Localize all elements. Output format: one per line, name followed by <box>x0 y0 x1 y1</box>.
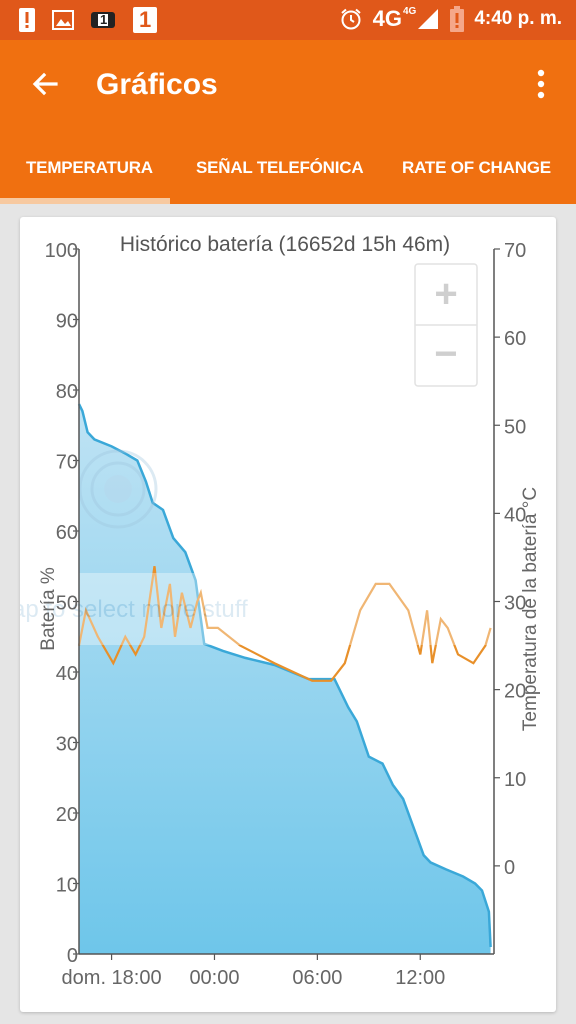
overflow-menu-icon[interactable] <box>526 68 556 102</box>
chart-card: Tap to select more stuff 0 10 20 30 40 50 60 70… <box>0 217 576 1012</box>
y-tick-label-right: 10 <box>504 769 526 791</box>
chart-title: Histórico batería (16652d 15h 46m) <box>120 233 450 256</box>
tab-senal-telefonica[interactable]: SEÑAL TELEFÓNICA <box>196 158 364 177</box>
status-left-icons: 1 1 <box>18 6 158 34</box>
battery-area <box>79 404 491 955</box>
alert-notification-icon <box>18 7 36 33</box>
status-time: 4:40 p. m. <box>474 8 562 29</box>
y-tick-label-right: 40 <box>504 504 526 526</box>
y-tick-label-right: 30 <box>504 593 526 615</box>
image-notification-icon <box>52 9 74 31</box>
zoom-in-button[interactable]: + <box>416 265 476 324</box>
zoom-controls: + − <box>414 263 478 387</box>
tab-bar: TEMPERATURA SEÑAL TELEFÓNICA RATE OF CHA… <box>0 132 576 204</box>
y-tick-label-left: 20 <box>56 804 78 826</box>
back-arrow-icon[interactable] <box>26 64 66 104</box>
y-tick-label-right: 70 <box>504 240 526 262</box>
temperature-series-line <box>77 566 492 682</box>
y-tick-label-left: 60 <box>56 522 78 544</box>
y-tick-label-left: 0 <box>67 945 78 967</box>
y-axis-label-left: Batería % <box>38 567 59 651</box>
notification-badge: 1 <box>139 7 152 32</box>
battery-history-chart[interactable]: Tap to select more stuff 0 10 20 30 40 50 60 70… <box>0 217 576 1012</box>
zoom-out-button[interactable]: − <box>416 326 476 385</box>
y-axis-label-right: Temperatura de la batería °C <box>520 487 541 731</box>
watermark-text: Tap to select more stuff <box>20 596 248 623</box>
active-tab-indicator <box>0 198 170 204</box>
y-tick-label-left: 30 <box>56 734 78 756</box>
x-tick-label: 12:00 <box>395 967 445 989</box>
x-tick-label: 06:00 <box>292 967 342 989</box>
y-tick-label-left: 70 <box>56 452 78 474</box>
app-bar: Gráficos <box>0 40 576 132</box>
sim-badge: 1 <box>100 12 108 27</box>
y-tick-label-left: 50 <box>56 593 78 615</box>
network-type: 4G 4G <box>372 6 417 31</box>
y-tick-label-left: 100 <box>45 240 78 262</box>
alarm-icon <box>339 7 363 31</box>
y-tick-label-left: 40 <box>56 663 78 685</box>
badge-notification-icon: 1 <box>132 6 158 34</box>
zoom-out-icon: − <box>434 332 457 376</box>
y-tick-label-left: 80 <box>56 381 78 403</box>
battery-icon <box>450 6 465 32</box>
sim-notification-icon: 1 <box>90 10 116 30</box>
x-tick-label: 00:00 <box>189 967 239 989</box>
signal-icon <box>416 7 440 31</box>
tap-watermark: Tap to select more stuff <box>0 449 576 645</box>
y-tick-label-right: 50 <box>504 416 526 438</box>
status-right-icons: 4G 4G 4:40 p. m. <box>339 6 562 32</box>
y-tick-label-right: 60 <box>504 328 526 350</box>
y-tick-label-right: 20 <box>504 681 526 703</box>
page-title: Gráficos <box>96 68 218 101</box>
tab-temperatura[interactable]: TEMPERATURA <box>26 158 153 177</box>
x-tick-label: dom. 18:00 <box>62 967 162 989</box>
zoom-in-icon: + <box>434 272 457 316</box>
y-tick-label-left: 10 <box>56 875 78 897</box>
y-tick-label-right: 0 <box>504 857 515 879</box>
y-tick-label-left: 90 <box>56 311 78 333</box>
tab-rate-of-change[interactable]: RATE OF CHANGE <box>402 158 551 177</box>
status-bar: 1 1 4G 4G 4:40 p. m. <box>0 0 576 40</box>
